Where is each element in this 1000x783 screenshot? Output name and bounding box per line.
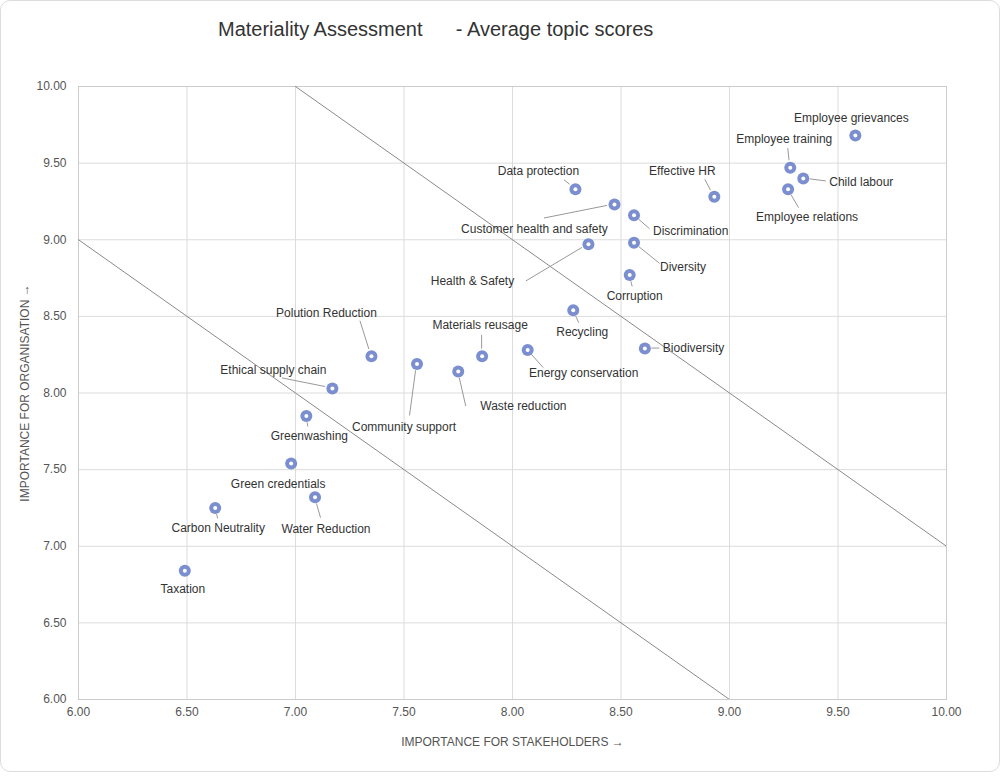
svg-text:9.00: 9.00 bbox=[43, 233, 67, 247]
svg-text:Health & Safety: Health & Safety bbox=[431, 274, 514, 288]
svg-text:9.50: 9.50 bbox=[826, 705, 850, 719]
svg-text:8.50: 8.50 bbox=[609, 705, 633, 719]
svg-text:8.50: 8.50 bbox=[43, 309, 67, 323]
svg-text:7.00: 7.00 bbox=[284, 705, 308, 719]
svg-text:Materials reusage: Materials reusage bbox=[432, 318, 528, 332]
svg-text:Green credentials: Green credentials bbox=[231, 477, 326, 491]
svg-text:Employee training: Employee training bbox=[736, 132, 832, 146]
html-text:Materiality Assessment - Avera: Materiality Assessment - Average topic s… bbox=[218, 18, 654, 40]
svg-text:Water Reduction: Water Reduction bbox=[282, 522, 371, 536]
svg-text:9.50: 9.50 bbox=[43, 156, 67, 170]
svg-text:Ethical supply chain: Ethical supply chain bbox=[220, 363, 326, 377]
svg-text:Data protection: Data protection bbox=[498, 164, 579, 178]
svg-text:7.00: 7.00 bbox=[43, 539, 67, 553]
svg-text:8.00: 8.00 bbox=[501, 705, 525, 719]
svg-text:IMPORTANCE FOR STAKEHOLDERS →: IMPORTANCE FOR STAKEHOLDERS → bbox=[401, 735, 624, 749]
svg-text:7.50: 7.50 bbox=[43, 462, 67, 476]
svg-text:Energy conservation: Energy conservation bbox=[529, 366, 638, 380]
svg-text:Biodiversity: Biodiversity bbox=[663, 341, 724, 355]
svg-text:Child labour: Child labour bbox=[829, 175, 893, 189]
svg-text:Effective HR: Effective HR bbox=[649, 164, 716, 178]
svg-text:6.00: 6.00 bbox=[67, 705, 91, 719]
svg-text:Corruption: Corruption bbox=[607, 289, 663, 303]
svg-text:Polution Reduction: Polution Reduction bbox=[276, 306, 377, 320]
svg-text:8.00: 8.00 bbox=[43, 386, 67, 400]
svg-text:IMPORTANCE FOR ORGANISATION →: IMPORTANCE FOR ORGANISATION → bbox=[18, 284, 32, 501]
svg-text:6.50: 6.50 bbox=[43, 616, 67, 630]
svg-text:Waste reduction: Waste reduction bbox=[480, 399, 566, 413]
svg-text:9.00: 9.00 bbox=[718, 705, 742, 719]
svg-text:Taxation: Taxation bbox=[160, 582, 205, 596]
svg-text:6.50: 6.50 bbox=[175, 705, 199, 719]
svg-text:Customer health and safety: Customer health and safety bbox=[461, 222, 608, 236]
svg-text:Discrimination: Discrimination bbox=[653, 224, 728, 238]
svg-text:10.00: 10.00 bbox=[931, 705, 961, 719]
svg-text:6.00: 6.00 bbox=[43, 692, 67, 706]
svg-text:7.50: 7.50 bbox=[392, 705, 416, 719]
svg-text:Employee relations: Employee relations bbox=[756, 210, 858, 224]
svg-text:10.00: 10.00 bbox=[36, 79, 66, 93]
svg-text:Employee grievances: Employee grievances bbox=[794, 111, 909, 125]
svg-text:Greenwashing: Greenwashing bbox=[271, 429, 348, 443]
svg-text:Recycling: Recycling bbox=[556, 325, 608, 339]
svg-text:Community support: Community support bbox=[352, 420, 457, 434]
svg-text:Carbon Neutrality: Carbon Neutrality bbox=[172, 521, 265, 535]
svg-text:Diversity: Diversity bbox=[660, 260, 706, 274]
